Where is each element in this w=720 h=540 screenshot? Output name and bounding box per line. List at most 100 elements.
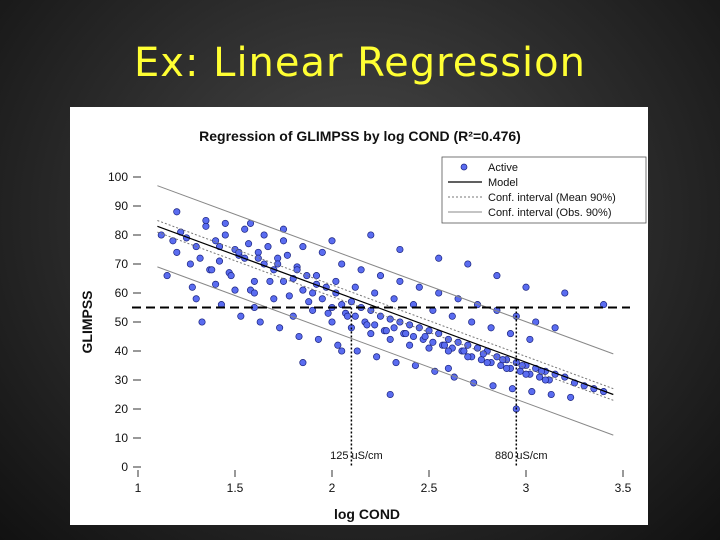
data-point [299,359,307,367]
x-tick-label: 3 [523,481,530,495]
data-point [231,286,239,294]
y-tick-label: 20 [115,402,129,416]
data-point [547,390,555,399]
data-point [454,338,462,346]
data-point [392,359,400,367]
data-point [477,356,485,364]
data-point [464,260,472,268]
data-point [215,257,224,265]
data-point [448,312,456,320]
model-line [157,225,614,396]
data-point [241,225,249,233]
data-point [479,350,487,358]
data-point [396,277,404,285]
annotation-label: 880 uS/cm [495,450,548,462]
data-point [367,330,375,338]
data-point [406,341,414,349]
data-point [386,335,394,343]
y-tick-label: 60 [115,286,129,300]
legend-label: Model [488,177,518,189]
data-point [518,361,526,370]
y-tick-label: 0 [121,460,128,474]
data-point [338,347,346,355]
data-point [202,222,210,230]
data-point [279,277,288,285]
data-point [371,321,379,329]
data-point [303,272,311,280]
data-point [196,254,204,262]
chart-title: Regression of GLIMPSS by log COND (R²=0.… [199,128,521,144]
data-point [312,272,321,280]
data-point [600,301,608,309]
data-point [173,208,181,216]
data-point [254,248,262,256]
data-point [276,324,284,332]
y-tick-label: 70 [115,257,129,271]
data-point [440,341,449,349]
data-point [376,312,385,320]
data-point [551,324,559,332]
data-point [295,332,303,341]
data-point [202,216,210,225]
data-point [561,289,569,297]
data-point [343,312,352,320]
data-point [169,237,177,245]
data-point [299,286,307,294]
data-point [435,254,443,262]
data-point [256,318,264,326]
data-point [386,315,394,323]
data-point [264,243,272,251]
data-point [373,353,381,361]
x-tick-label: 3.5 [615,481,632,495]
x-tick-label: 2 [329,481,336,495]
data-point [338,301,346,309]
data-point [460,347,468,355]
data-point [489,382,497,390]
data-point [567,393,575,401]
data-point [421,332,429,341]
y-tick-label: 10 [115,431,129,445]
data-point [279,237,288,245]
obs-interval-upper-line [157,185,614,355]
x-tick-label: 2.5 [421,481,438,495]
data-point [536,373,544,381]
data-point [334,341,342,349]
data-point [357,266,365,274]
data-point [221,231,229,239]
data-point [528,388,536,396]
data-point [425,344,433,352]
chart-marks: 0 10 20 30 40 50 60 70 80 90 100 1 1.5 2 2.5 3 3.5 125 uS… [108,170,632,495]
data-point [208,266,216,274]
y-tick-label: 30 [115,373,129,387]
data-point [237,312,245,320]
data-point [173,248,181,256]
data-point [332,277,340,285]
data-point [283,251,291,259]
data-point [274,254,282,262]
data-point [305,298,313,306]
data-point [425,327,433,335]
data-point [503,364,511,372]
data-point [324,309,332,317]
data-point [483,359,491,367]
data-point [157,231,165,239]
y-tick-label: 50 [115,315,129,329]
data-point [328,318,336,326]
data-point [309,306,317,314]
data-point [363,321,371,329]
data-point [353,347,361,355]
legend-swatch-active [460,163,468,171]
data-point [429,338,437,346]
data-point [163,272,171,280]
data-point [409,332,418,341]
annotation-label: 125 uS/cm [330,450,383,462]
x-tick-label: 1 [135,481,142,495]
data-point [402,330,410,338]
data-point [347,298,355,306]
data-point [541,376,549,384]
data-point [318,248,326,256]
legend: Active Model Conf. interval (Mean 90%) Conf… [441,156,647,224]
data-point [415,283,423,291]
data-point [299,243,307,251]
x-tick-label: 1.5 [227,481,244,495]
